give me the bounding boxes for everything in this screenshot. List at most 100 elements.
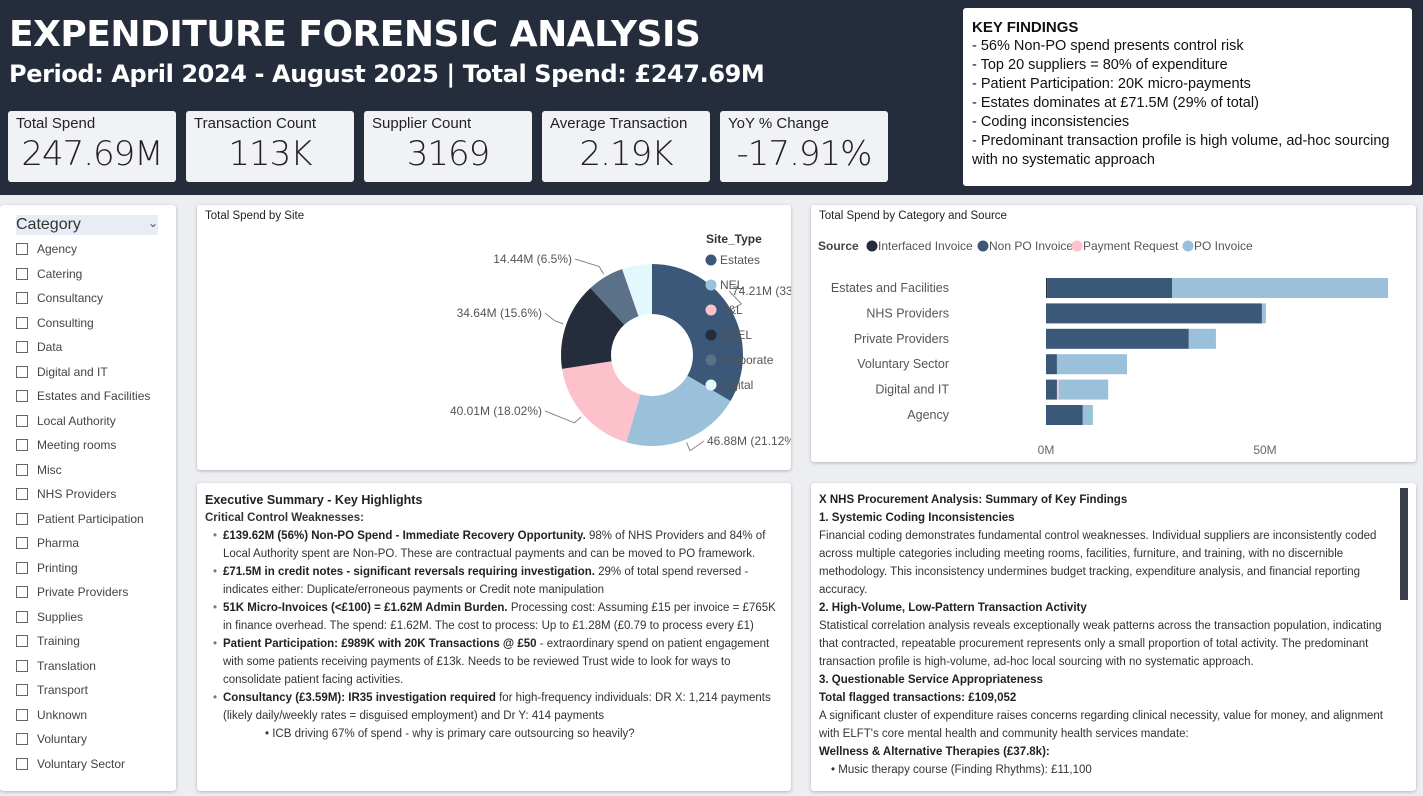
checkbox[interactable] — [16, 512, 28, 525]
checkbox[interactable] — [16, 537, 28, 550]
checkbox[interactable] — [16, 463, 28, 476]
checkbox[interactable] — [16, 684, 28, 697]
bar-segment[interactable] — [1056, 379, 1059, 400]
donut-slice-corporate[interactable] — [590, 269, 639, 325]
checkbox[interactable] — [16, 365, 28, 378]
bar-segment[interactable] — [1172, 278, 1389, 298]
exec-bullet: Patient Participation: £989K with 20K Tr… — [213, 635, 783, 689]
bar-segment[interactable] — [1046, 405, 1083, 425]
checkbox[interactable] — [16, 561, 28, 574]
checkbox[interactable] — [16, 341, 28, 354]
category-option[interactable]: Misc — [16, 458, 160, 483]
category-option[interactable]: Unknown — [16, 703, 160, 728]
category-option-label: NHS Providers — [37, 487, 117, 502]
category-option-label: Local Authority — [37, 413, 116, 428]
kpi-label: YoY % Change — [728, 115, 829, 132]
bar-segment[interactable] — [1188, 328, 1216, 349]
slice-data-label: 40.01M (18.02%) — [450, 404, 542, 418]
scrollbar-thumb[interactable] — [1400, 488, 1408, 600]
key-finding-item: - Patient Participation: 20K micro-payme… — [972, 76, 1251, 92]
legend-item[interactable]: Estates — [720, 253, 760, 267]
x-tick-label: 50M — [1253, 443, 1276, 457]
bar-segment[interactable] — [1261, 303, 1266, 324]
category-option[interactable]: Voluntary — [16, 727, 160, 752]
bar-segment[interactable] — [1082, 405, 1093, 425]
legend-item[interactable]: Non PO Invoice — [989, 239, 1073, 253]
legend-item[interactable]: Digital — [720, 378, 753, 392]
donut-slice-digital[interactable] — [622, 264, 652, 317]
category-axis-label: Private Providers — [854, 332, 949, 346]
legend-item[interactable]: NEL — [720, 278, 744, 292]
checkbox[interactable] — [16, 243, 28, 256]
procurement-title: X NHS Procurement Analysis: Summary of K… — [819, 494, 1128, 506]
bar-segment[interactable] — [1046, 379, 1057, 400]
bar-segment[interactable] — [1047, 278, 1173, 298]
checkbox[interactable] — [16, 610, 28, 623]
category-slicer-header[interactable]: Category ⌄ — [16, 215, 158, 235]
category-option[interactable]: NHS Providers — [16, 482, 160, 507]
category-option[interactable]: Local Authority — [16, 409, 160, 434]
category-option-label: Translation — [37, 658, 96, 673]
checkbox[interactable] — [16, 488, 28, 501]
checkbox[interactable] — [16, 635, 28, 648]
category-option[interactable]: Meeting rooms — [16, 433, 160, 458]
checkbox[interactable] — [16, 708, 28, 721]
bar-segment[interactable] — [1046, 328, 1189, 349]
donut-slice-ncel[interactable] — [561, 287, 625, 369]
category-option[interactable]: Catering — [16, 262, 160, 287]
category-option-label: Pharma — [37, 536, 80, 551]
category-option-label: Patient Participation — [37, 511, 144, 526]
legend-item[interactable]: NCEL — [720, 328, 752, 342]
checkbox[interactable] — [16, 586, 28, 599]
legend-item[interactable]: Interfaced Invoice — [878, 239, 973, 253]
bar-segment[interactable] — [1046, 354, 1057, 375]
spend-by-category-source-chart: Total Spend by Category and Source Sourc… — [811, 205, 1416, 462]
legend-marker — [705, 329, 717, 341]
checkbox[interactable] — [16, 316, 28, 329]
legend-item[interactable]: PO Invoice — [1194, 239, 1253, 253]
category-option[interactable]: Training — [16, 629, 160, 654]
category-option[interactable]: Printing — [16, 556, 160, 581]
category-option-label: Consulting — [37, 315, 94, 330]
category-option[interactable]: Data — [16, 335, 160, 360]
checkbox[interactable] — [16, 659, 28, 672]
category-option[interactable]: Estates and Facilities — [16, 384, 160, 409]
exec-subitem-text: ICB driving 67% of spend - why is primar… — [272, 728, 635, 740]
category-option-label: Misc — [37, 462, 62, 477]
exec-title: Executive Summary - Key Highlights — [205, 493, 423, 507]
bar-segment[interactable] — [1056, 354, 1128, 375]
bar-segment[interactable] — [1058, 379, 1109, 400]
category-option[interactable]: Voluntary Sector — [16, 752, 160, 777]
chevron-down-icon[interactable]: ⌄ — [147, 216, 158, 230]
category-option[interactable]: Consultancy — [16, 286, 160, 311]
checkbox[interactable] — [16, 414, 28, 427]
checkbox[interactable] — [16, 733, 28, 746]
category-option[interactable]: Consulting — [16, 311, 160, 336]
checkbox[interactable] — [16, 292, 28, 305]
category-option[interactable]: Transport — [16, 678, 160, 703]
legend-item[interactable]: Payment Request — [1083, 239, 1179, 253]
category-option[interactable]: Pharma — [16, 531, 160, 556]
category-option[interactable]: Supplies — [16, 605, 160, 630]
bar-segment[interactable] — [1046, 303, 1262, 324]
category-option[interactable]: Patient Participation — [16, 507, 160, 532]
leader-line — [728, 290, 743, 309]
checkbox[interactable] — [16, 267, 28, 280]
donut-slice-estates[interactable] — [652, 264, 743, 401]
category-option[interactable]: Agency — [16, 237, 160, 262]
category-option[interactable]: Private Providers — [16, 580, 160, 605]
category-option[interactable]: Translation — [16, 654, 160, 679]
checkbox[interactable] — [16, 390, 28, 403]
legend-item[interactable]: Corporate — [720, 353, 774, 367]
kpi-value: 247.69M — [21, 134, 163, 174]
bar-segment[interactable] — [1046, 278, 1048, 298]
checkbox[interactable] — [16, 439, 28, 452]
category-option[interactable]: Digital and IT — [16, 360, 160, 385]
donut-slice-bl[interactable] — [562, 361, 641, 443]
checkbox[interactable] — [16, 757, 28, 770]
legend-item[interactable]: B&L — [720, 303, 743, 317]
section-text: A significant cluster of expenditure rai… — [819, 710, 1384, 740]
exec-bullet-bold: £71.5M in credit notes - significant rev… — [223, 566, 595, 578]
key-findings-title: KEY FINDINGS — [972, 19, 1079, 36]
donut-slice-nel[interactable] — [626, 375, 731, 446]
